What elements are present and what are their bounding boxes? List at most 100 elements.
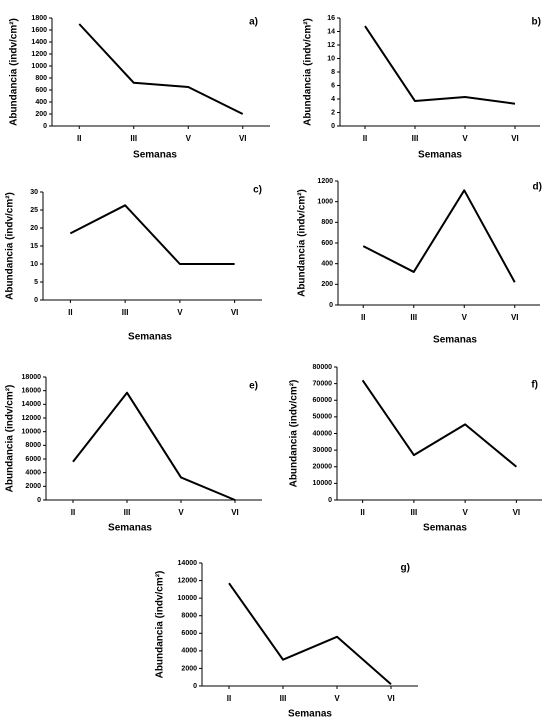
y-tick-label: 12000 xyxy=(178,577,198,584)
y-tick-label: 16000 xyxy=(22,388,42,395)
y-tick-label: 0 xyxy=(329,302,333,309)
x-tick-label: VI xyxy=(239,134,247,143)
y-tick-label: 1200 xyxy=(317,178,333,185)
panel-label: e) xyxy=(249,381,258,392)
y-tick-label: 8 xyxy=(331,69,335,76)
data-line xyxy=(78,23,244,115)
x-tick-label: II xyxy=(71,508,75,517)
x-axis-title: Semanas xyxy=(133,150,177,161)
x-axis-title: Semanas xyxy=(423,523,467,534)
x-tick-label: V xyxy=(178,508,184,517)
y-tick-label: 14000 xyxy=(22,401,42,408)
y-tick-label: 10000 xyxy=(178,595,198,602)
x-tick-label: VI xyxy=(231,508,239,517)
x-tick-label: II xyxy=(68,308,72,317)
x-tick-label: II xyxy=(361,313,365,322)
y-tick-label: 1800 xyxy=(31,15,47,22)
y-tick-label: 10000 xyxy=(313,480,333,487)
y-tick-label: 70000 xyxy=(313,380,333,387)
y-axis-title: Abundancia (indv/cm²) xyxy=(303,18,314,126)
x-tick-label: V xyxy=(462,313,468,322)
data-line xyxy=(69,204,235,265)
x-tick-label: III xyxy=(280,694,287,703)
x-tick-label: II xyxy=(360,508,364,517)
y-tick-label: 1600 xyxy=(31,27,47,34)
y-tick-label: 8000 xyxy=(181,613,197,620)
data-line xyxy=(228,582,392,685)
y-tick-label: 400 xyxy=(321,261,333,268)
x-tick-label: VI xyxy=(511,313,519,322)
y-tick-label: 15 xyxy=(30,243,38,250)
x-tick-label: III xyxy=(411,508,418,517)
x-axis-title: Semanas xyxy=(418,150,462,161)
y-tick-label: 1200 xyxy=(31,51,47,58)
x-tick-label: V xyxy=(462,134,468,143)
panel-label: c) xyxy=(253,185,262,196)
x-axis-title: Semanas xyxy=(288,709,332,720)
y-tick-label: 14000 xyxy=(178,560,198,567)
panel-label: a) xyxy=(249,17,258,28)
x-tick-label: VI xyxy=(387,694,395,703)
y-tick-label: 12 xyxy=(327,42,335,49)
y-tick-label: 16 xyxy=(327,15,335,22)
x-tick-label: VI xyxy=(513,508,521,517)
y-tick-label: 6000 xyxy=(181,630,197,637)
x-axis-title: Semanas xyxy=(433,335,477,346)
x-tick-label: II xyxy=(227,694,231,703)
x-tick-label: V xyxy=(334,694,340,703)
x-tick-label: II xyxy=(77,134,81,143)
y-tick-label: 2000 xyxy=(25,483,41,490)
y-tick-label: 18000 xyxy=(22,374,42,381)
x-tick-label: VI xyxy=(231,308,239,317)
y-tick-label: 0 xyxy=(193,683,197,690)
y-tick-label: 20 xyxy=(30,225,38,232)
y-axis-title: Abundancia (indv/cm²) xyxy=(297,189,308,297)
y-tick-label: 30000 xyxy=(313,447,333,454)
y-tick-label: 800 xyxy=(35,75,47,82)
y-axis-title: Abundancia (indv/cm²) xyxy=(9,18,20,126)
x-tick-label: III xyxy=(122,308,129,317)
x-tick-label: V xyxy=(462,508,468,517)
x-axis-title: Semanas xyxy=(108,523,152,534)
y-tick-label: 10 xyxy=(327,55,335,62)
y-tick-label: 14 xyxy=(327,28,335,35)
y-tick-label: 800 xyxy=(321,219,333,226)
y-tick-label: 10000 xyxy=(22,429,42,436)
y-tick-label: 2 xyxy=(331,109,335,116)
data-line xyxy=(362,189,516,283)
y-tick-label: 40000 xyxy=(313,430,333,437)
y-tick-label: 10 xyxy=(30,261,38,268)
x-axis-title: Semanas xyxy=(128,332,172,343)
y-tick-label: 1400 xyxy=(31,39,47,46)
y-tick-label: 8000 xyxy=(25,442,41,449)
y-tick-label: 200 xyxy=(35,111,47,118)
y-tick-label: 0 xyxy=(34,297,38,304)
y-tick-label: 12000 xyxy=(22,415,42,422)
y-tick-label: 0 xyxy=(328,497,332,504)
x-tick-label: III xyxy=(124,508,131,517)
y-axis-title: Abundancia (indv/cm²) xyxy=(5,385,16,493)
x-tick-label: II xyxy=(363,134,367,143)
y-tick-label: 0 xyxy=(37,497,41,504)
y-tick-label: 400 xyxy=(35,99,47,106)
y-tick-label: 0 xyxy=(43,123,47,130)
y-tick-label: 4000 xyxy=(181,648,197,655)
y-tick-label: 30 xyxy=(30,189,38,196)
y-tick-label: 0 xyxy=(331,123,335,130)
panel-label: b) xyxy=(532,17,541,28)
x-tick-label: III xyxy=(130,134,137,143)
panel-label: g) xyxy=(401,563,410,574)
y-tick-label: 600 xyxy=(35,87,47,94)
x-tick-label: V xyxy=(186,134,192,143)
y-tick-label: 1000 xyxy=(31,63,47,70)
y-tick-label: 5 xyxy=(34,279,38,286)
y-axis-title: Abundancia (indv/cm²) xyxy=(289,380,300,488)
panel-label: f) xyxy=(531,380,538,391)
y-tick-label: 80000 xyxy=(313,364,333,371)
y-tick-label: 25 xyxy=(30,207,38,214)
y-tick-label: 200 xyxy=(321,281,333,288)
y-tick-label: 6000 xyxy=(25,456,41,463)
y-tick-label: 1000 xyxy=(317,199,333,206)
y-tick-label: 20000 xyxy=(313,464,333,471)
data-line xyxy=(72,391,236,501)
